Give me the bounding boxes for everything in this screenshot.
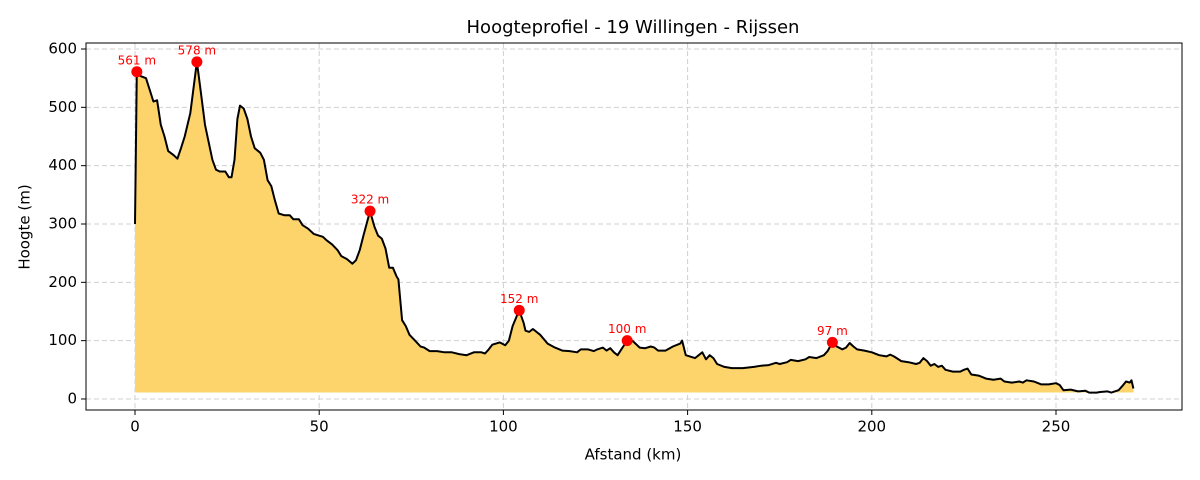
peak-marker: [621, 335, 633, 347]
peak-label: 561 m: [118, 53, 156, 67]
y-tick-label: 600: [48, 40, 77, 58]
peak-label: 578 m: [178, 43, 216, 57]
elevation-area: [135, 61, 1134, 393]
x-tick-label: 200: [857, 418, 886, 436]
peak-marker: [191, 56, 203, 68]
y-tick-label: 200: [48, 273, 77, 291]
peak-marker: [826, 336, 838, 348]
y-tick-label: 300: [48, 214, 77, 232]
y-axis-label: Hoogte (m): [16, 184, 34, 269]
elevation-line: [134, 60, 1135, 394]
x-axis-label: Afstand (km): [585, 446, 682, 464]
plot-frame: [85, 42, 1183, 411]
x-tick-label: 100: [489, 418, 518, 436]
x-tick-label: 50: [310, 418, 329, 436]
peak-label: 97 m: [817, 324, 848, 338]
peak-marker: [513, 304, 525, 316]
y-tick-label: 0: [67, 389, 77, 407]
x-tick-label: 150: [673, 418, 702, 436]
y-tick-label: 500: [48, 98, 77, 116]
y-tick-label: 100: [48, 331, 77, 349]
peak-marker: [364, 205, 376, 217]
y-tick-label: 400: [48, 156, 77, 174]
peak-label: 152 m: [500, 292, 538, 306]
x-tick-label: 0: [130, 418, 140, 436]
peak-label: 100 m: [608, 322, 646, 336]
chart-title: Hoogteprofiel - 19 Willingen - Rijssen: [467, 17, 800, 38]
x-tick-label: 250: [1042, 418, 1071, 436]
peak-marker: [131, 66, 143, 78]
peak-label: 322 m: [351, 193, 389, 207]
